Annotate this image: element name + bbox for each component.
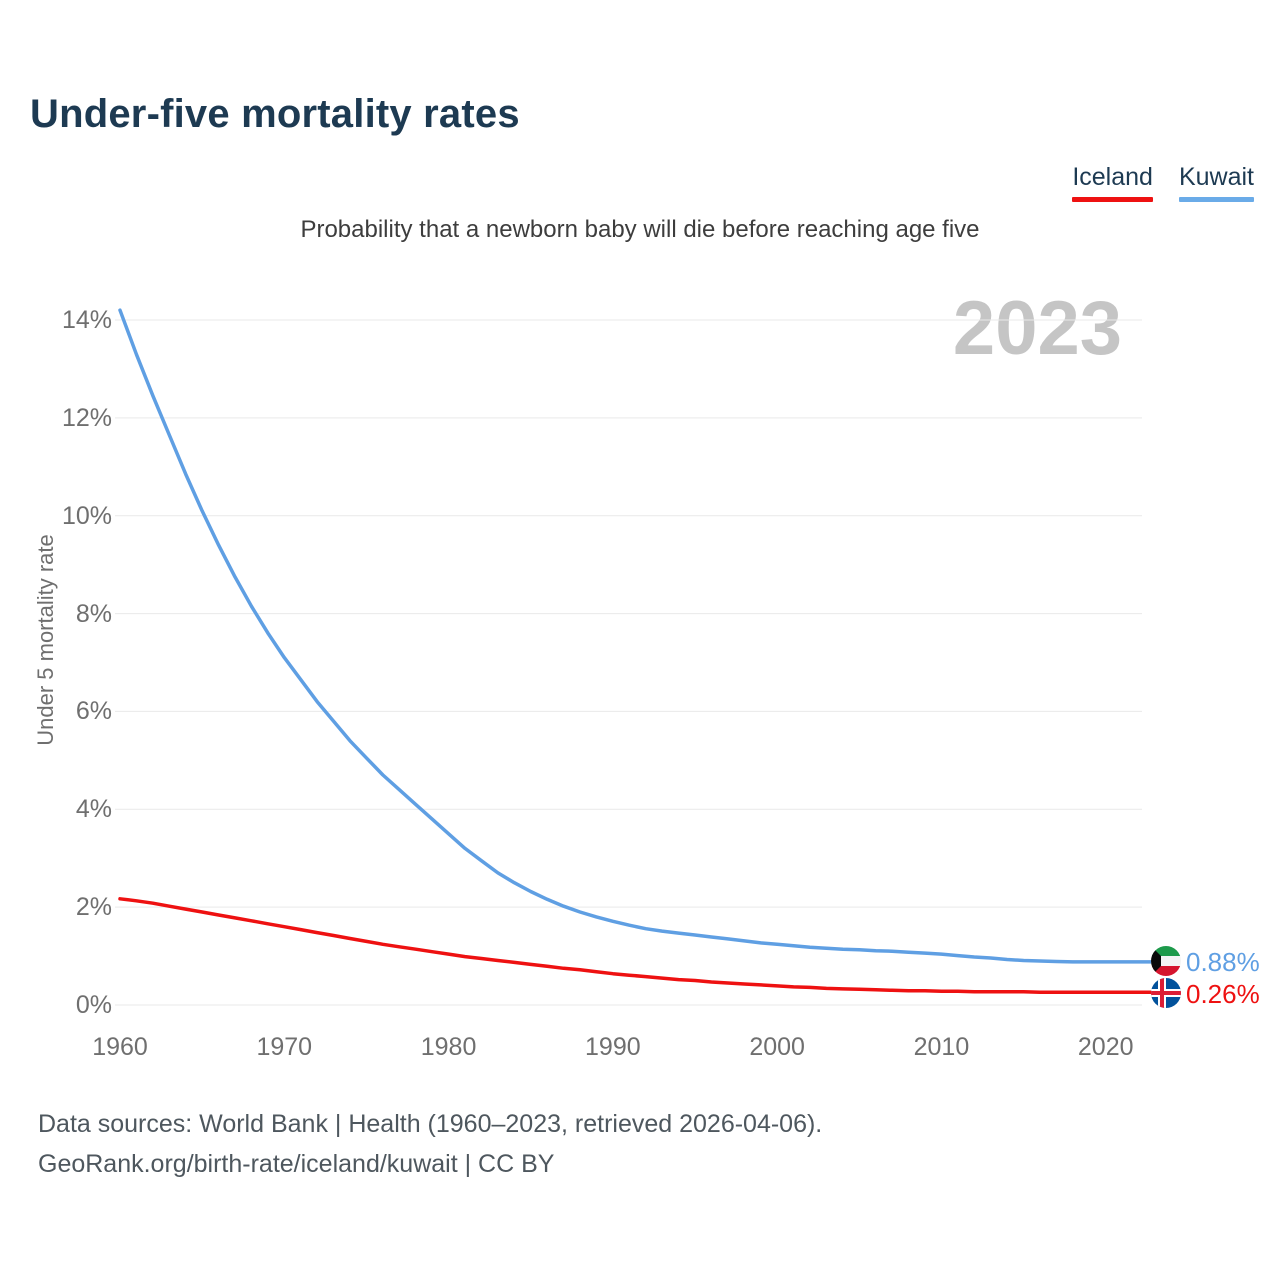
watermark-year: 2023 [952,286,1122,371]
series-line-iceland [118,897,1157,995]
legend-item-kuwait[interactable]: Kuwait [1178,163,1254,202]
footer-attribution: GeoRank.org/birth-rate/iceland/kuwait | … [38,1150,555,1178]
x-tick-label-2020: 2020 [1077,1033,1134,1061]
y-tick-label-0: 0% [75,991,112,1019]
legend-label-kuwait: Kuwait [1178,163,1254,191]
kuwait-end-value-label: 0.88% [1186,947,1260,977]
gridlines [115,319,1142,1006]
y-tick-label-2: 2% [75,893,112,922]
legend-underline-iceland [1072,197,1153,202]
series-lines [118,308,1157,995]
series-line-kuwait [118,308,1157,964]
legend-underline-kuwait [1178,197,1254,202]
kuwait-flag-icon [1151,946,1181,976]
y-tick-label-14: 14% [61,306,112,334]
y-tick-label-6: 6% [75,697,112,726]
legend: Iceland Kuwait [1072,163,1254,202]
page-title: Under-five mortality rates [30,92,520,136]
x-tick-label-1960: 1960 [92,1033,148,1061]
x-tick-label-2000: 2000 [749,1033,805,1061]
footer: Data sources: World Bank | Health (1960–… [38,1104,822,1184]
y-tick-label-8: 8% [75,599,112,628]
iceland-flag-icon [1151,978,1181,1008]
legend-item-iceland[interactable]: Iceland [1072,163,1153,202]
x-tick-label-2010: 2010 [913,1033,970,1061]
y-tick-label-10: 10% [61,501,112,530]
y-tick-label-12: 12% [61,403,112,432]
footer-data-sources: Data sources: World Bank | Health (1960–… [38,1110,823,1138]
y-axis-title: Under 5 mortality rate [33,534,58,746]
chart-subtitle: Probability that a newborn baby will die… [300,216,980,243]
x-tick-label-1970: 1970 [256,1033,313,1061]
y-tick-label-4: 4% [75,795,112,824]
iceland-end-value-label: 0.26% [1186,979,1260,1009]
legend-label-iceland: Iceland [1072,163,1153,191]
x-tick-label-1990: 1990 [585,1033,641,1061]
x-tick-label-1980: 1980 [420,1033,477,1061]
